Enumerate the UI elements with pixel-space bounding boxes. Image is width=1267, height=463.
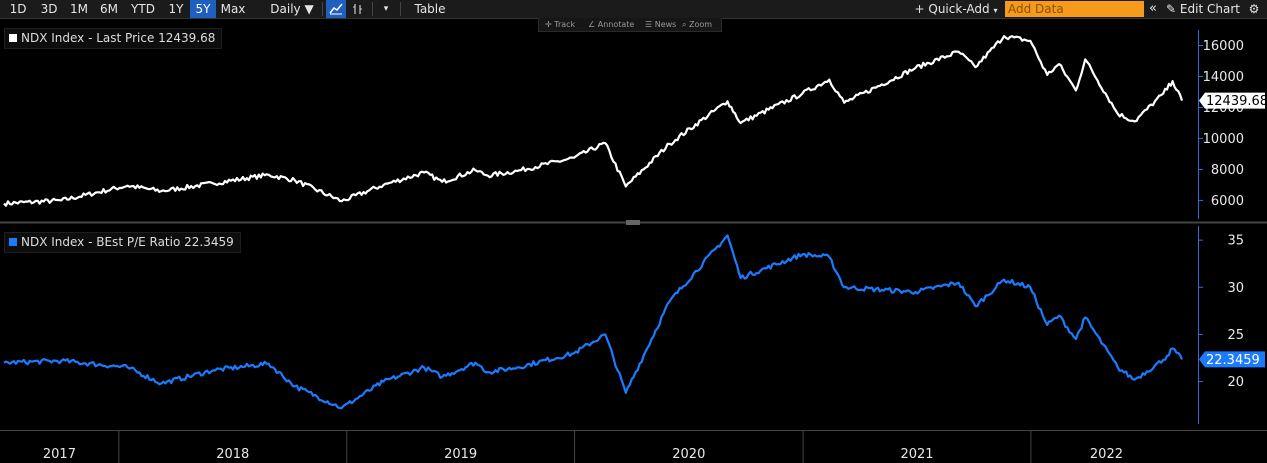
line-chart-icon[interactable] — [326, 0, 346, 18]
x-tick-label: 2021 — [900, 447, 933, 462]
range-tab-1y[interactable]: 1Y — [168, 2, 184, 16]
x-tick-label: 2017 — [43, 447, 76, 462]
frequency-dropdown[interactable]: Daily ▼ — [270, 2, 314, 16]
y-tick-label: 16000 — [1203, 39, 1244, 54]
range-tab-ytd[interactable]: YTD — [131, 2, 155, 16]
toolbar-separator — [322, 2, 323, 16]
y-tick-label: 20 — [1227, 375, 1244, 390]
x-tick-label: 2020 — [672, 447, 705, 462]
toolbar-separator — [372, 2, 373, 16]
x-axis-ticks: 2017 2018 2019 2020 2021 2022 — [43, 431, 1123, 463]
y-tick-label: 30 — [1227, 281, 1244, 296]
gear-icon[interactable]: ⚙ — [1248, 2, 1260, 16]
news-tool[interactable]: ☰ News — [645, 20, 677, 29]
last-value-tag-label: 22.3459 — [1206, 353, 1260, 368]
collapse-panel-icon[interactable]: « — [1149, 1, 1157, 16]
pe-last-value-tag: 22.3459 — [1199, 351, 1265, 368]
y-tick-label: 35 — [1227, 234, 1244, 249]
edit-chart-button[interactable]: ✎ Edit Chart — [1163, 0, 1243, 18]
news-label: News — [654, 20, 677, 29]
range-tab-3d[interactable]: 3D — [40, 2, 58, 16]
y-tick-label: 10000 — [1203, 132, 1244, 147]
range-tab-6m[interactable]: 6M — [100, 2, 118, 16]
pe-series-line[interactable] — [3, 234, 1184, 410]
chart-mini-toolbar: ✛ Track ∠ Annotate ☰ News ⌕ Zoom — [538, 18, 722, 32]
pe-legend-label: NDX Index - BEst P/E Ratio 22.3459 — [21, 235, 234, 249]
y-tick-label: 25 — [1227, 328, 1244, 343]
add-data-input[interactable] — [1005, 1, 1144, 17]
toolbar-separator — [400, 2, 401, 16]
edit-chart-label: Edit Chart — [1179, 2, 1240, 16]
x-tick-label: 2019 — [444, 447, 477, 462]
zoom-label: Zoom — [689, 20, 713, 29]
quick-add-button[interactable]: + Quick-Add ▾ — [912, 0, 1000, 18]
x-tick-label: 2022 — [1090, 447, 1123, 462]
y-tick-label: 8000 — [1211, 163, 1244, 178]
pencil-icon: ✎ — [1166, 2, 1177, 16]
annotate-label: Annotate — [597, 20, 635, 29]
pe-legend-swatch — [9, 238, 17, 246]
chart-type-dropdown-icon[interactable]: ▾ — [383, 4, 389, 14]
table-button[interactable]: Table — [414, 2, 446, 16]
y-tick-label: 6000 — [1211, 194, 1244, 209]
track-label: Track — [554, 20, 576, 29]
price-legend-swatch — [9, 34, 17, 42]
range-tab-5y[interactable]: 5Y — [190, 0, 216, 18]
panel-divider-handle[interactable] — [626, 220, 640, 225]
last-value-tag-label: 12439.68 — [1206, 94, 1267, 109]
track-tool[interactable]: ✛ Track — [545, 20, 576, 29]
pe-y-ticks: 20 25 30 35 — [1198, 234, 1244, 390]
price-series-line[interactable] — [3, 35, 1184, 207]
bar-chart-icon[interactable] — [348, 0, 368, 18]
price-legend-label: NDX Index - Last Price 12439.68 — [21, 31, 216, 45]
price-legend[interactable]: NDX Index - Last Price 12439.68 — [4, 28, 223, 49]
last-value-tag-bg — [1199, 351, 1265, 368]
x-tick-label: 2018 — [216, 447, 249, 462]
chevron-down-icon: ▾ — [993, 6, 998, 15]
chart-toolbar: 1D 3D 1M 6M YTD 1Y 5Y Max Daily ▼ ▾ Table + Qui… — [0, 0, 1267, 19]
range-tab-1d[interactable]: 1D — [9, 2, 27, 16]
zoom-tool[interactable]: ⌕ Zoom — [682, 20, 713, 29]
last-value-tag-bg — [1199, 92, 1265, 109]
annotate-tool[interactable]: ∠ Annotate — [588, 20, 635, 29]
range-tab-1m[interactable]: 1M — [70, 2, 88, 16]
range-tab-max[interactable]: Max — [220, 2, 246, 16]
y-tick-label: 14000 — [1203, 70, 1244, 85]
pe-legend[interactable]: NDX Index - BEst P/E Ratio 22.3459 — [4, 232, 241, 253]
price-last-value-tag: 12439.68 — [1199, 92, 1267, 109]
quick-add-label: + Quick-Add — [914, 2, 990, 16]
